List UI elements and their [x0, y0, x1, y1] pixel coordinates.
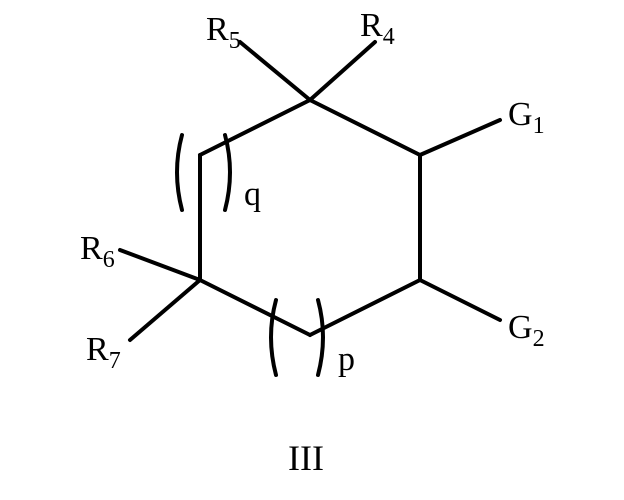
hexagon-ring: [200, 100, 420, 335]
label-q: q: [244, 176, 261, 213]
chemical-structure-diagram: R5 R4 G1 G2 R6 R7 q p III: [0, 0, 624, 500]
labels: R5 R4 G1 G2 R6 R7 q p III: [80, 7, 545, 478]
label-roman-numeral: III: [288, 438, 324, 478]
label-r7: R7: [86, 331, 121, 374]
label-r5: R5: [206, 11, 241, 54]
label-g1: G1: [508, 96, 545, 139]
label-g2: G2: [508, 309, 545, 352]
label-r6: R6: [80, 230, 115, 273]
label-p: p: [338, 341, 355, 378]
label-r4: R4: [360, 7, 395, 50]
